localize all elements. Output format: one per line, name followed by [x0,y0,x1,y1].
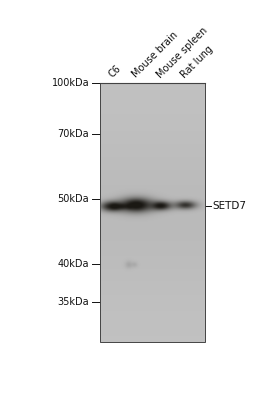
Text: C6: C6 [107,64,123,80]
Text: 40kDa: 40kDa [58,259,89,269]
Text: 50kDa: 50kDa [57,194,89,204]
Text: 100kDa: 100kDa [52,78,89,88]
Text: Mouse spleen: Mouse spleen [155,25,209,80]
Text: 35kDa: 35kDa [57,297,89,307]
Text: Rat lung: Rat lung [179,44,215,80]
Text: Mouse brain: Mouse brain [130,30,180,80]
Bar [100,84,205,342]
Text: 70kDa: 70kDa [57,129,89,139]
Text: SETD7: SETD7 [213,201,247,211]
